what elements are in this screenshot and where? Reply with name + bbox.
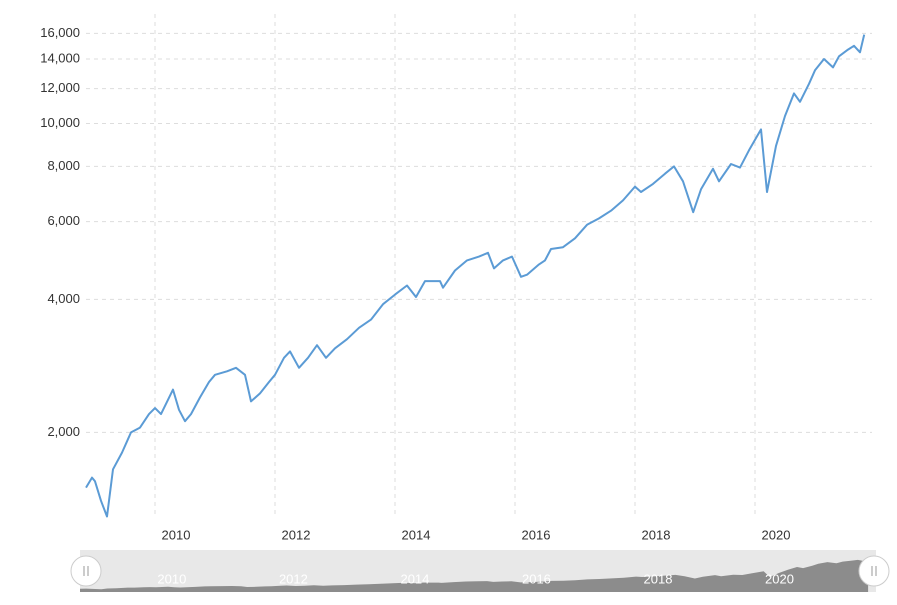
navigator-tick-label: 2014	[400, 571, 429, 586]
plot-area: 2,000 4,000 6,000 8,000 10,000 12,000 14,000 16…	[40, 14, 872, 542]
y-tick-label: 4,000	[47, 291, 80, 306]
y-tick-label: 8,000	[47, 158, 80, 173]
navigator-tick-label: 2018	[644, 571, 673, 586]
navigator-tick-label: 2016	[522, 571, 551, 586]
x-tick-label: 2014	[402, 527, 431, 542]
x-tick-label: 2010	[162, 527, 191, 542]
navigator-area	[80, 558, 869, 592]
x-tick-label: 2020	[762, 527, 791, 542]
navigator-handle[interactable]	[858, 555, 890, 587]
navigator-tick-label: 2020	[765, 571, 794, 586]
navigator-tick-label: 2012	[279, 571, 308, 586]
handle-knob	[70, 555, 102, 587]
y-tick-label: 12,000	[40, 80, 80, 95]
handle-knob	[858, 555, 890, 587]
x-tick-label: 2012	[282, 527, 311, 542]
y-tick-label: 6,000	[47, 213, 80, 228]
x-tick-label: 2016	[522, 527, 551, 542]
y-tick-label: 14,000	[40, 50, 80, 65]
navigator: 2010 2012 2014 2016 2018 2020	[70, 550, 890, 592]
navigator-handle[interactable]	[70, 555, 102, 587]
series-line	[85, 34, 866, 518]
x-tick-label: 2018	[642, 527, 671, 542]
y-tick-label: 10,000	[40, 115, 80, 130]
navigator-tick-label: 2010	[157, 571, 186, 586]
y-tick-label: 16,000	[40, 25, 80, 40]
y-tick-label: 2,000	[47, 424, 80, 439]
